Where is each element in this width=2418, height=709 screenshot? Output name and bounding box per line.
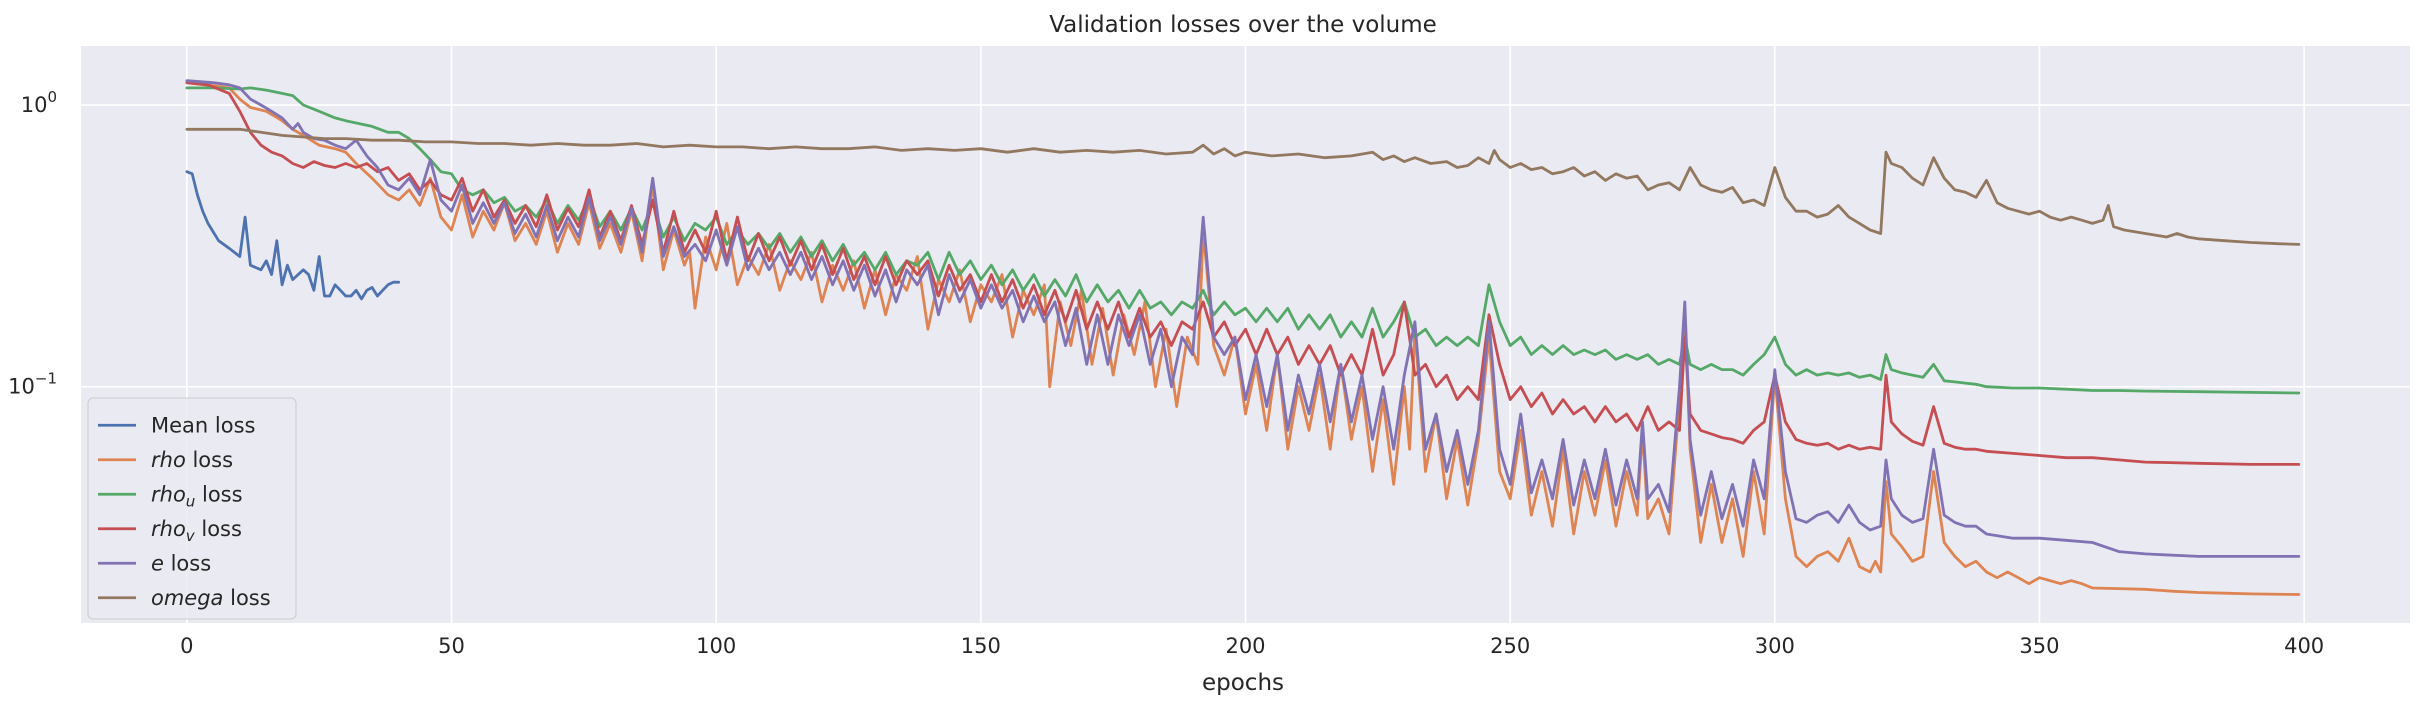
- x-tick-label: 150: [961, 634, 1001, 658]
- series-group: [185, 79, 2301, 596]
- x-tick-label: 50: [438, 634, 465, 658]
- legend-entry: Mean loss: [151, 413, 255, 437]
- y-tick-label: 100: [21, 88, 57, 117]
- legend-entry: rho loss: [151, 448, 233, 472]
- legend-box: [87, 397, 297, 620]
- x-tick-label: 200: [1225, 634, 1265, 658]
- x-tick-label: 400: [2284, 634, 2324, 658]
- x-tick-label: 250: [1490, 634, 1530, 658]
- legend-entry: rhou loss: [151, 482, 243, 510]
- y-axis-ticks: 10−1 100: [8, 88, 57, 399]
- series-line-rho-u-loss: [185, 86, 2301, 395]
- x-tick-label: 300: [1755, 634, 1795, 658]
- x-axis-ticks: 0 50 100 150 200 250 300 350 400: [180, 634, 2324, 658]
- series-line-e-loss: [185, 79, 2301, 558]
- chart-title: Validation losses over the volume: [1049, 12, 1437, 38]
- series-line-mean-loss: [185, 170, 400, 301]
- y-tick-label: 10−1: [8, 370, 57, 399]
- series-line-rho-loss: [185, 81, 2301, 596]
- series-line-omega-loss: [185, 127, 2301, 246]
- legend-entry: e loss: [151, 551, 211, 575]
- legend-entry: omega loss: [151, 586, 271, 610]
- x-tick-label: 350: [2019, 634, 2059, 658]
- x-axis-label: epochs: [1202, 670, 1284, 696]
- legend: Mean loss rho loss rhou loss rhov loss e los…: [87, 397, 297, 620]
- x-tick-label: 100: [696, 634, 736, 658]
- legend-entry: rhov loss: [151, 517, 242, 545]
- x-tick-label: 0: [180, 634, 193, 658]
